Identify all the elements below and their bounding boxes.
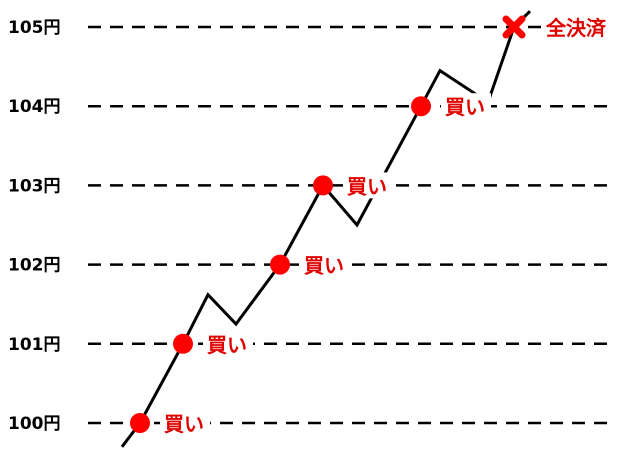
buy-label: 買い — [347, 174, 387, 198]
marker-100: 買い — [130, 410, 210, 436]
buy-dot-icon — [173, 333, 193, 354]
price-label-102: 102円 — [8, 256, 61, 276]
buy-dot-icon — [270, 254, 290, 275]
price-label-103: 103円 — [8, 176, 61, 196]
price-label-100: 100円 — [8, 414, 61, 434]
marker-label-background — [300, 251, 350, 278]
buy-label: 買い — [304, 254, 344, 278]
marker-label-background — [343, 172, 393, 199]
marker-label-background — [203, 330, 253, 357]
price-label-101: 101円 — [8, 335, 61, 355]
marker-label-background — [160, 410, 210, 436]
buy-dot-icon — [130, 413, 150, 433]
marker-102: 買い — [270, 251, 350, 278]
price-grid — [88, 25, 610, 425]
marker-label-background — [542, 14, 613, 40]
buy-label: 買い — [445, 95, 485, 119]
price-label-105: 105円 — [8, 18, 61, 38]
close-all-label: 全決済 — [545, 16, 607, 40]
price-axis-labels: 100円 101円 102円 103円 104円 105円 — [8, 18, 61, 434]
marker-105: 全決済 — [502, 14, 613, 40]
close-all-cross-icon — [502, 15, 526, 39]
marker-103: 買い — [313, 172, 393, 199]
buy-label: 買い — [207, 333, 247, 357]
price-label-104: 104円 — [8, 97, 61, 117]
buy-dot-icon — [313, 175, 333, 196]
marker-label-background — [441, 93, 491, 120]
marker-101: 買い — [173, 330, 253, 357]
price-path-line — [120, 10, 532, 448]
buy-label: 買い — [164, 412, 204, 436]
buy-dot-icon — [411, 96, 431, 117]
marker-104: 買い — [411, 93, 491, 120]
